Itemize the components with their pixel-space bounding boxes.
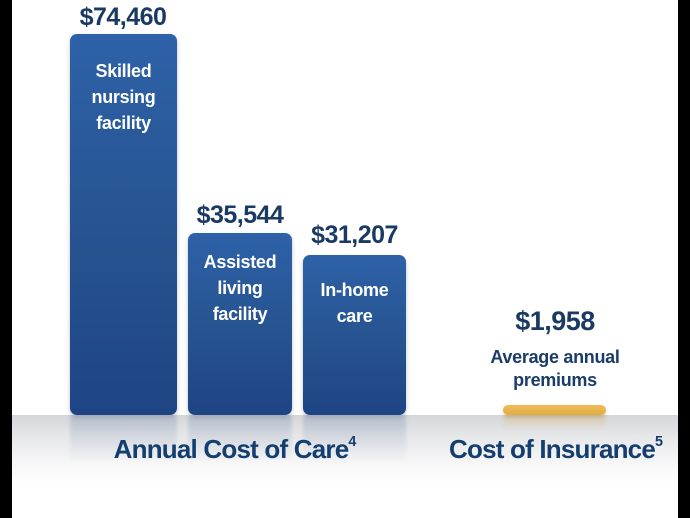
frame-strip-right <box>678 0 690 518</box>
reflection-assisted-living <box>188 416 292 462</box>
bar-category-label: Assisted living facility <box>203 252 277 324</box>
bar-category-label: In-home care <box>320 280 389 326</box>
bar-category-label: Skilled nursing facility <box>91 61 156 133</box>
bar-skilled-nursing-facility: Skilled nursing facility <box>70 34 177 415</box>
bar-average-annual-premiums <box>503 405 606 415</box>
axis-label-annual-cost-of-care: Annual Cost of Care4 <box>80 434 390 465</box>
axis-label-cost-of-insurance: Cost of Insurance5 <box>420 434 690 465</box>
value-label-premiums: $1,958 <box>515 306 595 336</box>
frame-strip-left <box>0 0 12 518</box>
reflection-premiums <box>503 416 606 430</box>
premiums-caption: Average annual premiums <box>490 347 620 390</box>
bar-assisted-living-facility: Assisted living facility <box>188 233 292 415</box>
reflection-skilled-nursing <box>70 416 177 462</box>
value-label-assisted-living: $35,544 <box>196 201 284 229</box>
footnote-marker: 5 <box>655 434 663 451</box>
bar-in-home-care: In-home care <box>303 255 406 415</box>
value-label-in-home-care: $31,207 <box>311 221 398 249</box>
value-label-skilled-nursing: $74,460 <box>79 3 167 31</box>
reflection-in-home-care <box>303 416 406 462</box>
footnote-marker: 4 <box>348 434 357 451</box>
axis-label-text: Annual Cost of Care <box>113 434 350 464</box>
axis-label-text: Cost of Insurance <box>449 434 656 464</box>
floor-reflection-band <box>12 415 678 485</box>
